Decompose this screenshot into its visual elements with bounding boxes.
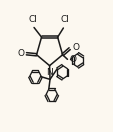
Text: O: O — [17, 49, 24, 58]
Text: O: O — [69, 55, 76, 64]
Text: N: N — [46, 69, 53, 77]
Text: O: O — [72, 43, 79, 52]
Text: Cl: Cl — [28, 15, 37, 24]
Text: Cl: Cl — [60, 15, 69, 24]
